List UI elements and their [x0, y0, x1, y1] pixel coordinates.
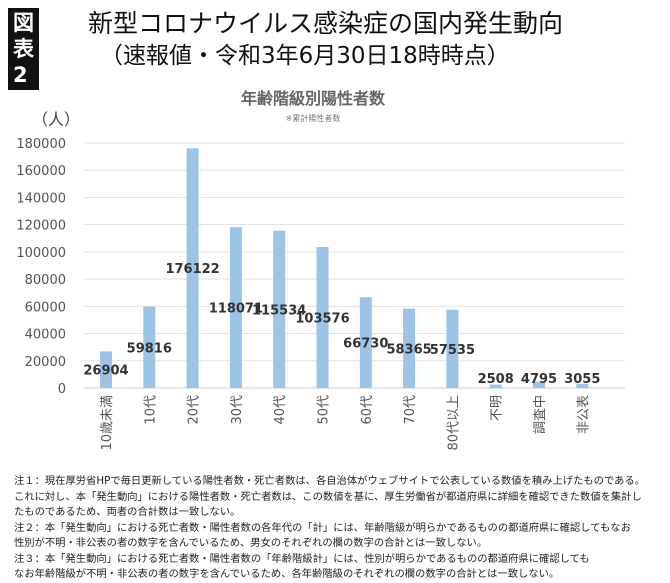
x-tick-label: 非公表: [576, 395, 591, 434]
y-tick-label: 80000: [25, 273, 66, 288]
note-line: これに対し、本「発生動向」における陽性者数・死亡者数は、この数値を基に、厚生労働…: [14, 490, 642, 503]
x-tick-label: 60代: [360, 395, 375, 425]
note-line: 性別が不明・非公表の者の数字を含んでいるため、男女のそれぞれの欄の数字の合計とは…: [14, 537, 488, 549]
note-line: たものであるため、両者の合計数は一致しない。: [14, 506, 241, 518]
x-tick-label: 調査中: [533, 395, 548, 434]
x-tick-label: 30代: [230, 395, 245, 425]
data-label: 118071: [209, 302, 263, 317]
bar: [143, 306, 156, 388]
y-tick-label: 60000: [25, 300, 66, 315]
bar: [359, 297, 372, 388]
data-label: 58365: [386, 342, 431, 357]
x-tick-label: 80代以上: [446, 395, 461, 451]
y-axis-label: （人）: [32, 110, 80, 129]
data-label: 3055: [564, 372, 600, 387]
data-label: 26904: [83, 364, 128, 379]
y-tick-label: 20000: [25, 355, 66, 370]
footnotes: 注１：現在厚労省HPで毎日更新している陽性者数・死亡者数は、各自治体がウェブサイ…: [14, 474, 645, 583]
figure-badge: 図表2: [8, 8, 39, 90]
x-tick-label: 40代: [273, 395, 288, 425]
x-tick-label: 不明: [490, 395, 505, 421]
y-tick-label: 100000: [16, 246, 66, 261]
note-line: 注１：現在厚労省HPで毎日更新している陽性者数・死亡者数は、各自治体がウェブサイ…: [14, 475, 646, 487]
page-subtitle: （速報値・令和3年6月30日18時時点）: [100, 43, 510, 69]
bar: [489, 384, 502, 388]
data-label: 103576: [295, 312, 349, 327]
note-line: 注３：本「発生動向」における死亡者数・陽性者数の「年齢階級計」には、性別が明らか…: [14, 552, 590, 565]
bar: [533, 381, 545, 388]
data-label: 115534: [252, 303, 306, 318]
x-tick-label: 10代: [143, 395, 158, 425]
x-tick-label: 10歳未満: [100, 395, 115, 451]
bar: [186, 148, 199, 388]
x-tick-label: 50代: [317, 395, 332, 425]
x-tick-label: 20代: [187, 395, 202, 425]
note-line: なお年齢階級が不明・非公表の者の数字を含んでいるため、各年齢階級のそれぞれの欄の…: [14, 568, 560, 580]
bar: [273, 230, 286, 388]
data-label: 59816: [127, 341, 172, 356]
y-tick-label: 180000: [16, 137, 66, 152]
data-label: 66730: [343, 337, 388, 352]
bar: [100, 351, 112, 388]
data-label: 4795: [521, 372, 557, 387]
bar: [316, 247, 329, 388]
data-label: 57535: [430, 343, 475, 358]
bar: [446, 309, 459, 388]
data-label: 176122: [165, 262, 219, 277]
y-tick-label: 40000: [25, 328, 66, 343]
note-line: 注２：本「発生動向」における死亡者数・陽性者数の各年代の「計」には、年齢階級が明…: [14, 521, 631, 534]
bar-chart: 年齢階級別陽性者数 ※累計陽性者数 （人） 0 20000 40000 60000 80…: [16, 89, 625, 451]
y-tick-label: 0: [58, 382, 66, 397]
y-tick-label: 140000: [16, 191, 66, 206]
data-label: 2508: [478, 372, 514, 387]
y-tick-label: 160000: [16, 164, 66, 179]
chart-title: 年齢階級別陽性者数: [241, 89, 386, 108]
chart-subtitle: ※累計陽性者数: [286, 113, 341, 123]
page-title: 新型コロナウイルス感染症の国内発生動向: [88, 9, 564, 38]
bar: [229, 227, 242, 388]
x-tick-label: 70代: [403, 395, 418, 425]
bar: [576, 383, 589, 388]
bar: [403, 308, 416, 388]
y-tick-label: 120000: [16, 219, 66, 234]
